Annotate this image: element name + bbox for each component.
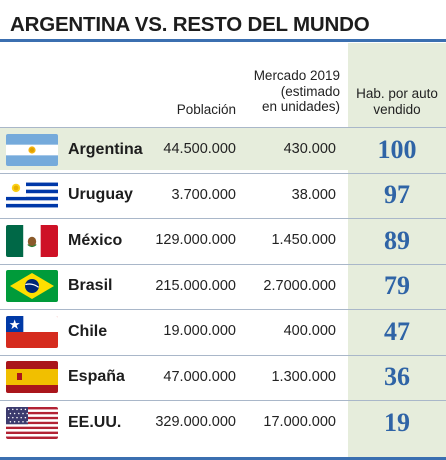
header-mercado-line3: en unidades) [261, 99, 340, 114]
header-hab: Hab. por auto vendido [348, 86, 446, 117]
row-separator [0, 127, 446, 128]
mexico-flag-icon [6, 224, 58, 257]
hab-value: 79 [384, 271, 410, 301]
hab-value: 36 [384, 362, 410, 392]
poblacion-value: 44.500.000 [163, 141, 236, 158]
hab-value: 47 [384, 316, 410, 346]
row-separator [0, 263, 446, 265]
hab-value: 19 [384, 407, 410, 437]
hab-column-highlight [348, 43, 446, 460]
page-title: ARGENTINA VS. RESTO DEL MUNDO [10, 13, 370, 36]
row-separator [0, 354, 446, 356]
mercado-value: 17.000.000 [263, 414, 336, 431]
country-label: España [68, 368, 125, 386]
poblacion-value: 215.000.000 [155, 277, 236, 294]
header-poblacion: Población [176, 102, 236, 117]
row-separator [0, 218, 446, 219]
poblacion-value: 129.000.000 [155, 232, 236, 249]
row-separator [0, 400, 446, 401]
poblacion-value: 329.000.000 [155, 414, 236, 431]
poblacion-value: 47.000.000 [163, 368, 236, 385]
header-hab-line1: Hab. por auto [356, 86, 438, 101]
row-separator [0, 309, 446, 310]
country-label: Chile [68, 322, 108, 340]
hab-value: 89 [384, 225, 410, 255]
uruguay-flag-icon [6, 179, 58, 212]
title-rule [0, 39, 446, 42]
hab-value: 100 [377, 134, 417, 164]
mercado-value: 1.300.000 [271, 368, 336, 385]
poblacion-value: 3.700.000 [171, 186, 236, 203]
mercado-value: 2.7000.000 [263, 277, 336, 294]
header-hab-line2: vendido [373, 101, 421, 117]
usa-flag-icon [6, 406, 58, 439]
country-label: EE.UU. [68, 413, 122, 431]
country-label: Brasil [68, 277, 113, 295]
header-mercado-line1: Mercado 2019 [253, 68, 340, 83]
argentina-row-highlight [0, 128, 348, 170]
mercado-value: 1.450.000 [271, 232, 336, 249]
chile-flag-icon [6, 315, 58, 348]
country-label: México [68, 231, 123, 249]
brazil-flag-icon [6, 270, 58, 303]
mercado-value: 38.000 [291, 186, 336, 203]
argentina-flag-icon [6, 133, 58, 166]
country-label: Uruguay [68, 186, 133, 204]
poblacion-value: 19.000.000 [163, 323, 236, 340]
header-mercado: Mercado 2019 (estimado en unidades) [246, 68, 340, 115]
hab-value: 97 [384, 180, 410, 210]
bottom-rule [0, 457, 446, 460]
spain-flag-icon [6, 361, 58, 394]
mercado-value: 430.000 [283, 141, 336, 158]
row-separator [0, 172, 446, 174]
mercado-value: 400.000 [283, 323, 336, 340]
header-mercado-line2: (estimado [280, 83, 340, 99]
country-label: Argentina [68, 140, 143, 158]
